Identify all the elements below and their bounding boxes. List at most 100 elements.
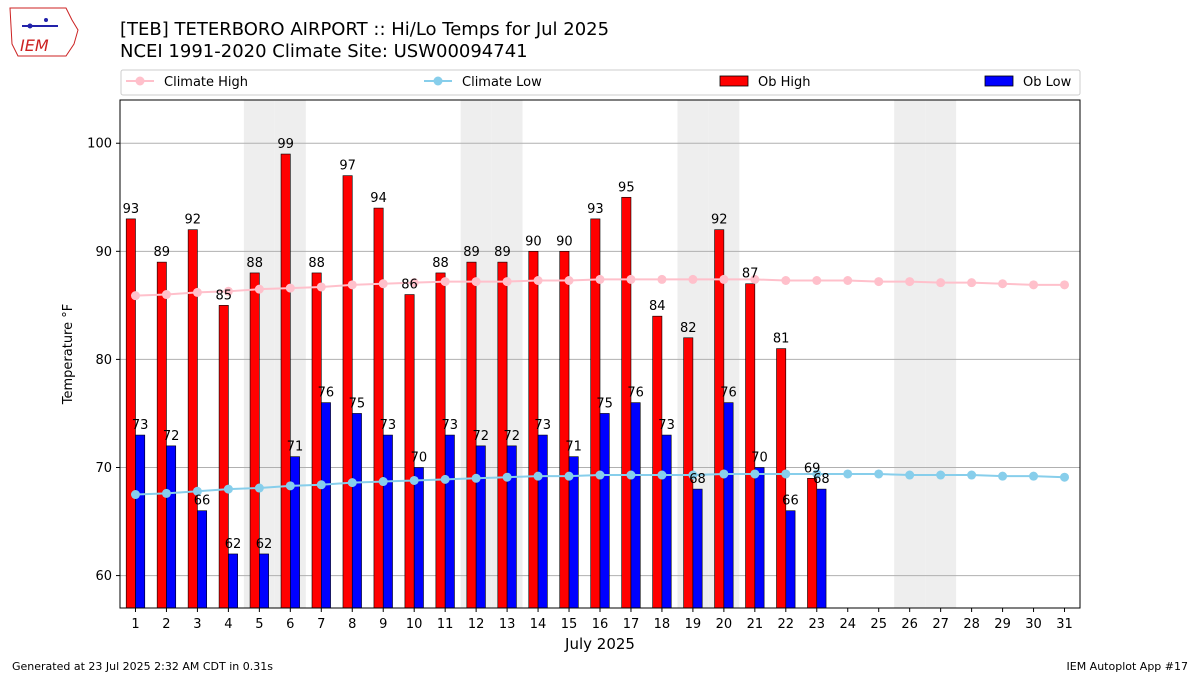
label-ob-low-1: 73 — [132, 418, 149, 433]
label-ob-high-6: 99 — [277, 137, 294, 152]
bar-ob-low-22 — [785, 510, 796, 609]
label-ob-high-18: 84 — [649, 299, 666, 314]
bar-ob-low-17 — [630, 402, 641, 609]
climate-low-point-19 — [688, 470, 698, 480]
label-ob-low-9: 73 — [380, 418, 397, 433]
climate-high-point-12 — [471, 277, 481, 287]
label-ob-high-13: 89 — [494, 245, 511, 260]
climate-low-point-10 — [409, 475, 419, 485]
bar-ob-low-23 — [816, 488, 827, 609]
label-ob-low-12: 72 — [473, 429, 490, 444]
footer-generated: Generated at 23 Jul 2025 2:32 AM CDT in … — [12, 660, 273, 673]
climate-high-point-30 — [1029, 280, 1039, 290]
label-ob-high-8: 97 — [339, 159, 356, 174]
bar-ob-high-9 — [373, 207, 384, 609]
label-ob-low-16: 75 — [596, 396, 613, 411]
bar-ob-low-9 — [382, 434, 393, 609]
x-tick-label-30: 30 — [1025, 617, 1042, 632]
climate-low-point-5 — [254, 483, 264, 493]
x-tick-label-31: 31 — [1056, 617, 1073, 632]
climate-high-point-24 — [843, 276, 853, 286]
climate-high-point-8 — [347, 280, 357, 290]
label-ob-low-13: 72 — [503, 429, 520, 444]
climate-low-point-24 — [843, 469, 853, 479]
footer-app: IEM Autoplot App #17 — [1067, 660, 1189, 673]
label-ob-high-9: 94 — [370, 191, 387, 206]
label-ob-high-23: 69 — [804, 461, 821, 476]
climate-lines — [130, 274, 1070, 500]
label-ob-low-5: 62 — [256, 537, 273, 552]
weekend-shade-26 — [894, 100, 926, 608]
label-ob-low-10: 70 — [411, 450, 428, 465]
label-ob-high-3: 92 — [185, 213, 202, 228]
bars — [125, 153, 827, 609]
label-ob-high-2: 89 — [154, 245, 171, 260]
logo-text: IEM — [20, 36, 49, 55]
label-ob-high-1: 93 — [123, 202, 140, 217]
climate-high-point-18 — [657, 274, 667, 284]
chart-subtitle: NCEI 1991-2020 Climate Site: USW00094741 — [120, 41, 528, 62]
x-tick-label-21: 21 — [747, 617, 764, 632]
bar-ob-low-13 — [506, 445, 517, 609]
x-tick-label-4: 4 — [224, 617, 232, 632]
label-ob-high-7: 88 — [308, 256, 325, 271]
legend-climate-high-marker — [135, 76, 145, 86]
climate-low-point-22 — [781, 469, 791, 479]
x-tick-label-1: 1 — [131, 617, 139, 632]
climate-low-point-17 — [626, 470, 636, 480]
x-tick-label-10: 10 — [406, 617, 423, 632]
climate-high-point-3 — [192, 287, 202, 297]
x-tick-label-20: 20 — [716, 617, 733, 632]
climate-low-point-4 — [223, 484, 233, 494]
climate-high-point-10 — [409, 278, 419, 288]
label-ob-low-7: 76 — [318, 386, 335, 401]
climate-low-point-8 — [347, 478, 357, 488]
label-ob-high-14: 90 — [525, 234, 542, 249]
bar-ob-low-16 — [599, 413, 610, 609]
x-tick-label-24: 24 — [839, 617, 856, 632]
climate-low-point-14 — [533, 471, 543, 481]
climate-high-point-22 — [781, 276, 791, 286]
bar-ob-high-8 — [342, 175, 353, 609]
y-tick-label-80: 80 — [95, 353, 112, 368]
legend-climate-high-label: Climate High — [164, 75, 248, 90]
climate-low-point-7 — [316, 480, 326, 490]
climate-high-point-28 — [967, 278, 977, 288]
climate-low-point-27 — [936, 470, 946, 480]
x-tick-label-16: 16 — [592, 617, 609, 632]
climate-high-point-2 — [161, 290, 171, 300]
legend-ob-high-swatch — [719, 75, 749, 87]
bar-ob-low-12 — [475, 445, 486, 609]
label-ob-low-23: 68 — [813, 472, 830, 487]
bar-ob-low-7 — [320, 402, 331, 609]
label-ob-high-20: 92 — [711, 213, 728, 228]
label-ob-high-16: 93 — [587, 202, 604, 217]
x-tick-label-29: 29 — [994, 617, 1011, 632]
x-tick-label-23: 23 — [809, 617, 826, 632]
climate-high-point-4 — [223, 286, 233, 296]
bar-ob-low-21 — [754, 467, 765, 609]
x-tick-label-25: 25 — [870, 617, 887, 632]
climate-high-point-26 — [905, 277, 915, 287]
label-ob-high-17: 95 — [618, 180, 635, 195]
x-tick-label-2: 2 — [162, 617, 170, 632]
label-ob-low-19: 68 — [689, 472, 706, 487]
label-ob-high-21: 87 — [742, 267, 759, 282]
x-tick-label-5: 5 — [255, 617, 263, 632]
x-tick-label-27: 27 — [932, 617, 949, 632]
y-tick-label-100: 100 — [87, 137, 112, 152]
label-ob-low-21: 70 — [751, 450, 768, 465]
x-tick-label-18: 18 — [654, 617, 671, 632]
climate-low-point-26 — [905, 470, 915, 480]
climate-high-point-20 — [719, 274, 729, 284]
climate-low-point-11 — [440, 474, 450, 484]
x-tick-label-9: 9 — [379, 617, 387, 632]
x-tick-label-12: 12 — [468, 617, 485, 632]
bar-ob-high-18 — [652, 315, 663, 609]
label-ob-high-19: 82 — [680, 321, 697, 336]
climate-high-point-23 — [812, 276, 822, 286]
climate-low-point-28 — [967, 470, 977, 480]
bar-ob-high-20 — [714, 229, 725, 609]
climate-high-point-17 — [626, 274, 636, 284]
climate-low-point-12 — [471, 473, 481, 483]
